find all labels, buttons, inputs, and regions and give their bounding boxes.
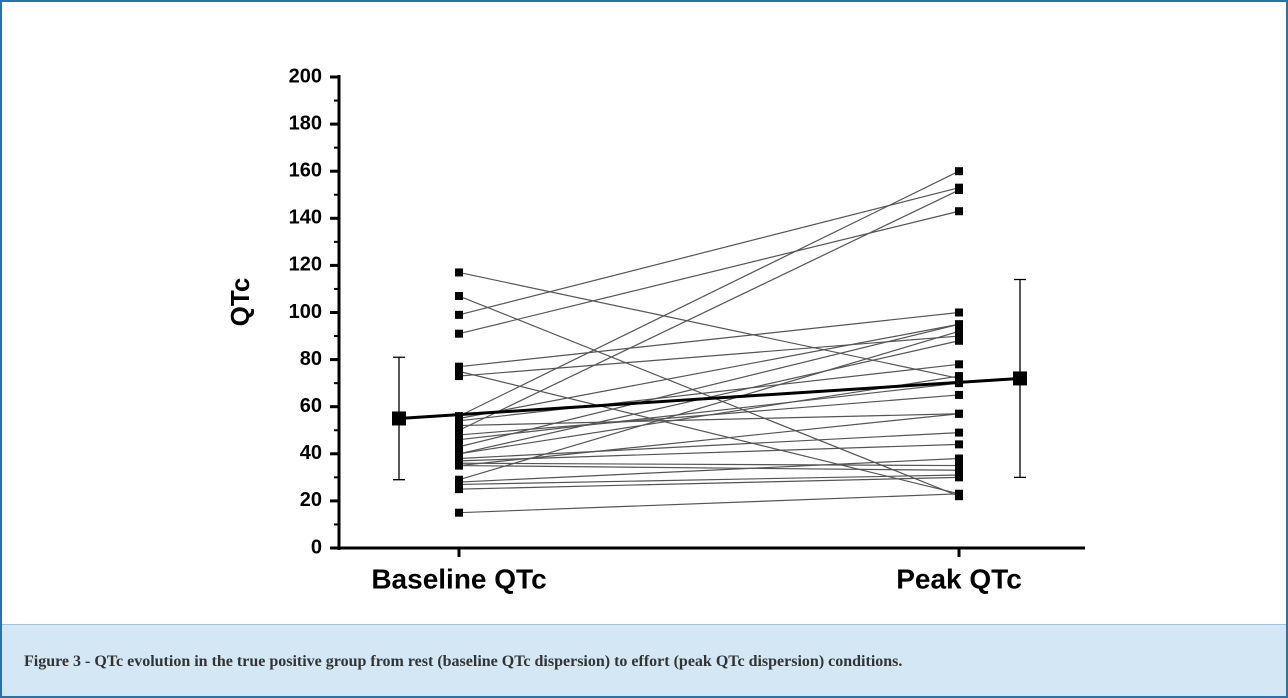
pair-line bbox=[458, 443, 960, 462]
mean-point bbox=[392, 411, 406, 426]
pair-line bbox=[458, 382, 960, 441]
mean-point bbox=[1013, 371, 1027, 386]
point bbox=[455, 508, 463, 517]
pair-line bbox=[458, 335, 960, 377]
point bbox=[455, 362, 463, 371]
pair-line bbox=[458, 493, 960, 514]
y-tick-label: 0 bbox=[311, 536, 322, 558]
point bbox=[455, 426, 463, 435]
point bbox=[955, 336, 963, 345]
pair-line bbox=[458, 476, 960, 490]
pair-line bbox=[458, 464, 960, 471]
pair-line bbox=[458, 474, 960, 486]
point bbox=[955, 327, 963, 336]
point bbox=[955, 428, 963, 437]
point bbox=[955, 207, 963, 216]
pair-line bbox=[458, 271, 960, 380]
point bbox=[955, 308, 963, 317]
y-tick-label: 200 bbox=[289, 65, 322, 87]
pair-line bbox=[458, 323, 960, 420]
pair-line bbox=[458, 370, 960, 495]
point bbox=[955, 461, 963, 470]
pair-line bbox=[458, 432, 960, 460]
pair-line bbox=[458, 323, 960, 448]
y-tick-label: 160 bbox=[289, 159, 322, 181]
x-tick-label: Peak QTc bbox=[896, 563, 1022, 594]
y-axis-label: QTc bbox=[225, 278, 255, 327]
pair-line bbox=[458, 413, 960, 467]
pair-line bbox=[458, 457, 960, 483]
point bbox=[455, 485, 463, 494]
pair-line bbox=[458, 462, 960, 467]
y-tick-label: 100 bbox=[289, 301, 322, 323]
pair-line bbox=[458, 311, 960, 368]
point bbox=[455, 416, 463, 425]
caption: Figure 3 - QTc evolution in the true pos… bbox=[24, 653, 903, 670]
pair-line bbox=[458, 170, 960, 417]
point bbox=[955, 409, 963, 418]
point bbox=[455, 292, 463, 301]
point bbox=[955, 390, 963, 399]
caption-band: Figure 3 - QTc evolution in the true pos… bbox=[2, 624, 1286, 696]
y-tick-label: 140 bbox=[289, 207, 322, 229]
point bbox=[455, 480, 463, 489]
y-tick-label: 20 bbox=[300, 489, 322, 511]
point bbox=[455, 442, 463, 451]
point bbox=[955, 320, 963, 329]
point bbox=[955, 372, 963, 381]
pair-line bbox=[458, 189, 960, 431]
point bbox=[955, 466, 963, 475]
y-tick-label: 120 bbox=[289, 254, 322, 276]
pair-line bbox=[458, 363, 960, 422]
point bbox=[455, 372, 463, 381]
point bbox=[455, 435, 463, 444]
point bbox=[955, 332, 963, 341]
point bbox=[955, 473, 963, 482]
y-tick-label: 40 bbox=[300, 442, 322, 464]
point bbox=[955, 489, 963, 498]
point bbox=[955, 454, 963, 463]
point bbox=[955, 360, 963, 369]
mean-line bbox=[398, 376, 1021, 420]
point bbox=[955, 440, 963, 449]
y-tick-label: 80 bbox=[300, 348, 322, 370]
point bbox=[955, 186, 963, 195]
point bbox=[455, 367, 463, 376]
point bbox=[455, 268, 463, 277]
point bbox=[455, 430, 463, 439]
y-tick-label: 180 bbox=[289, 112, 322, 134]
pair-line bbox=[458, 187, 960, 316]
chart: QTc 0 20 40 60 80 100 120 140 160 180 200 Baseline … bbox=[225, 65, 1085, 594]
pair-line bbox=[458, 413, 960, 427]
x-tick-label: Baseline QTc bbox=[371, 563, 546, 594]
point bbox=[455, 449, 463, 458]
point bbox=[455, 461, 463, 470]
pair-line bbox=[458, 210, 960, 335]
pair-line bbox=[458, 330, 960, 481]
point bbox=[455, 329, 463, 338]
point bbox=[955, 167, 963, 176]
point bbox=[455, 310, 463, 319]
point bbox=[455, 421, 463, 430]
y-tick-label: 60 bbox=[300, 395, 322, 417]
